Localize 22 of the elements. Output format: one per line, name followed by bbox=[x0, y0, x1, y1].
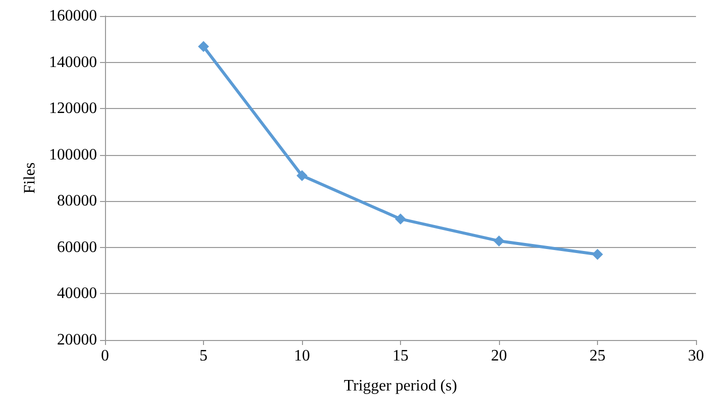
x-tick-label: 20 bbox=[491, 348, 507, 364]
y-tick-label: 100000 bbox=[49, 146, 97, 164]
point bbox=[395, 213, 406, 224]
y-axis-title: Files bbox=[22, 162, 39, 194]
x-tick-label: 5 bbox=[200, 348, 208, 364]
x-tick-label: 25 bbox=[590, 348, 606, 364]
y-tick-label: 160000 bbox=[49, 8, 97, 24]
point bbox=[592, 248, 603, 260]
y-tick-label: 20000 bbox=[57, 332, 97, 348]
point bbox=[198, 41, 209, 52]
y-tick-label: 60000 bbox=[57, 238, 97, 256]
x-tick-label: 0 bbox=[101, 348, 109, 364]
y-tick-label: 140000 bbox=[49, 54, 97, 71]
y-tick-label: 80000 bbox=[57, 192, 97, 210]
y-tick-label: 40000 bbox=[57, 285, 97, 302]
x-axis-title: Trigger period (s) bbox=[344, 378, 458, 394]
y-tick-label: 120000 bbox=[49, 100, 97, 118]
x-tick-label: 30 bbox=[688, 348, 704, 364]
point bbox=[296, 170, 308, 182]
x-tick-label: 10 bbox=[294, 348, 310, 364]
x-tick-label: 15 bbox=[392, 348, 408, 364]
point bbox=[494, 235, 504, 246]
